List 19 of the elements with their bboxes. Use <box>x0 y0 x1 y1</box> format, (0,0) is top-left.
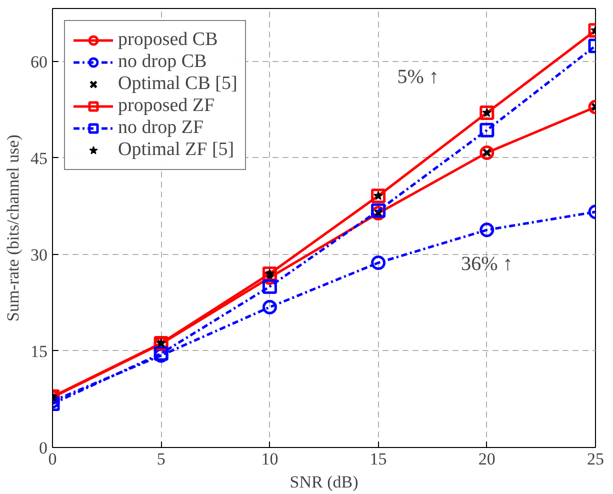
legend-label: no drop CB <box>118 51 207 73</box>
annotation: 5% ↑ <box>397 66 439 88</box>
y-tick-label: 15 <box>30 342 48 361</box>
x-tick-label: 10 <box>261 450 278 468</box>
y-tick-label: 30 <box>30 245 48 264</box>
x-tick-label: 15 <box>370 450 387 468</box>
y-axis-title: Sum-rate (bits/channel use) <box>4 134 22 322</box>
y-tick-label: 60 <box>30 52 48 72</box>
legend-label: Optimal CB [5] <box>118 73 238 95</box>
legend-label: Optimal ZF [5] <box>118 139 234 161</box>
x-tick-label: 25 <box>587 450 604 468</box>
x-axis-title: SNR (dB) <box>290 472 358 492</box>
x-tick-label: 20 <box>478 450 496 468</box>
y-tick-label: 45 <box>30 148 48 168</box>
legend-label: proposed CB <box>118 29 218 51</box>
annotation: 36% ↑ <box>461 252 513 275</box>
legend-label: no drop ZF <box>118 117 204 139</box>
x-tick-label: 5 <box>156 450 166 468</box>
legend-label: proposed ZF <box>118 95 215 117</box>
